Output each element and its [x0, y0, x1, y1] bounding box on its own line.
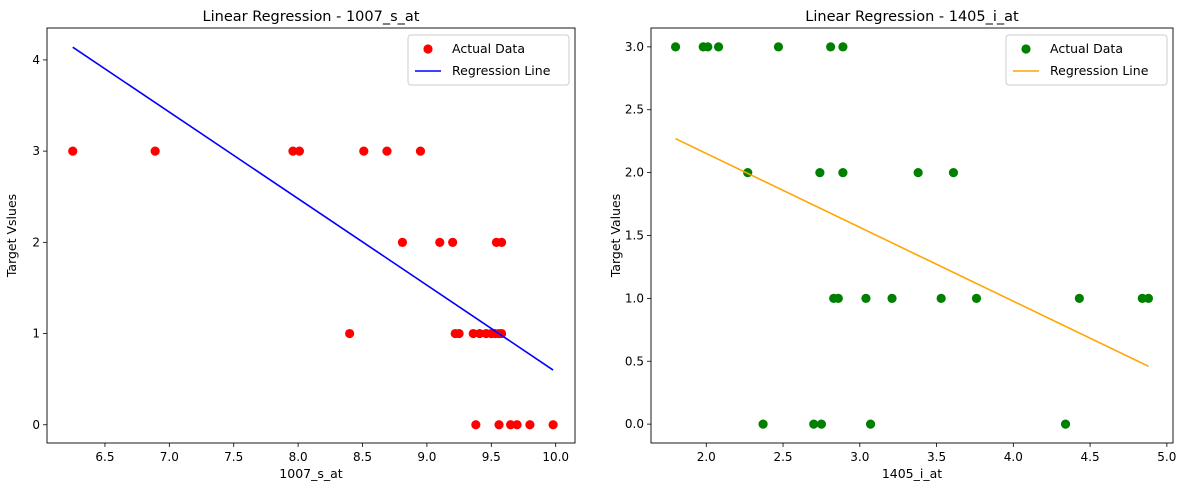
left-data-point	[415, 146, 426, 156]
left-data-point	[68, 146, 78, 156]
left-data-point	[496, 328, 507, 339]
right-data-point	[773, 42, 784, 52]
right-data-point	[816, 419, 827, 429]
left-data-point	[471, 420, 481, 430]
left-x-tick-label: 8.5	[353, 450, 372, 464]
right-x-tick-label: 3.0	[850, 450, 869, 464]
right-y-tick-label: 2.0	[625, 166, 644, 180]
left-data-point	[397, 237, 408, 247]
left-data-point	[496, 237, 507, 247]
right-x-tick-label: 2.5	[773, 450, 792, 464]
right-data-point	[838, 42, 848, 52]
right-y-tick-label: 1.0	[625, 291, 644, 305]
right-data-point	[703, 42, 713, 52]
left-data-point	[454, 328, 464, 339]
left-x-tick-label: 8.0	[289, 450, 308, 464]
right-data-point	[861, 293, 871, 303]
left-x-tick-label: 9.0	[417, 450, 436, 464]
left-x-tick-label: 9.5	[482, 450, 501, 464]
right-x-tick-label: 5.0	[1157, 450, 1176, 464]
right-chart-title: Linear Regression - 1405_i_at	[805, 9, 1019, 25]
left-data-point	[468, 328, 478, 339]
left-x-tick-label: 7.0	[160, 450, 179, 464]
left-chart: Linear Regression - 1007_s_at 6.5 7.0 7.5 8.…	[4, 9, 576, 481]
left-data-point	[548, 420, 558, 430]
right-data-point	[1143, 293, 1154, 303]
right-data-point	[758, 419, 768, 429]
right-data-point	[1060, 419, 1071, 429]
left-x-axis-label: 1007_s_at	[279, 466, 342, 481]
left-plot-frame	[46, 27, 576, 444]
left-data-point	[475, 328, 485, 339]
right-data-point	[815, 168, 825, 178]
left-data-point	[294, 146, 305, 156]
left-data-point	[345, 328, 355, 339]
left-x-tick-label: 7.5	[224, 450, 243, 464]
right-y-axis-label: Target Values	[608, 194, 623, 278]
left-legend-box	[407, 34, 570, 86]
left-legend-label: Actual Data	[452, 41, 525, 56]
right-y-tick-label: 2.5	[625, 103, 644, 117]
right-y-tick-label: 0.0	[625, 417, 644, 431]
left-legend-point-marker	[423, 44, 433, 54]
right-data-point	[838, 168, 848, 178]
right-data-point	[833, 293, 843, 303]
right-data-point	[865, 419, 876, 429]
right-y-tick-label: 1.5	[625, 229, 644, 243]
left-data-point	[494, 420, 504, 430]
right-data-point	[913, 168, 923, 178]
left-data-point	[448, 237, 458, 247]
left-data-point	[435, 237, 445, 247]
right-data-point	[887, 293, 897, 303]
right-x-tick-label: 4.0	[1004, 450, 1023, 464]
right-data-point	[948, 168, 959, 178]
left-data-point	[150, 146, 160, 156]
right-y-tick-label: 3.0	[625, 40, 644, 54]
right-x-tick-label: 4.5	[1081, 450, 1100, 464]
right-chart: Linear Regression - 1405_i_at 2.0 2.5 3.0 3.…	[608, 9, 1176, 481]
right-data-point	[713, 42, 724, 52]
left-y-tick-label: 4	[32, 53, 40, 67]
left-data-point	[525, 420, 535, 430]
left-chart-title: Linear Regression - 1007_s_at	[203, 9, 420, 25]
left-legend-label: Regression Line	[452, 63, 551, 78]
right-data-point	[826, 42, 836, 52]
right-x-tick-label: 2.0	[697, 450, 716, 464]
left-y-tick-label: 1	[32, 327, 40, 341]
left-x-tick-label: 10.0	[542, 450, 569, 464]
right-legend-label: Regression Line	[1050, 63, 1149, 78]
left-data-point	[382, 146, 392, 156]
right-legend: Actual Data Regression Line	[1005, 34, 1168, 86]
right-data-point	[1074, 293, 1084, 303]
right-x-tick-label: 3.5	[927, 450, 946, 464]
right-legend-label: Actual Data	[1050, 41, 1123, 56]
left-data-point	[359, 146, 369, 156]
left-data-point	[512, 420, 522, 430]
left-y-tick-label: 0	[32, 418, 40, 432]
right-legend-box	[1005, 34, 1168, 86]
right-y-tick-label: 0.5	[625, 354, 644, 368]
right-data-point	[936, 293, 946, 303]
right-data-point	[809, 419, 819, 429]
right-x-axis-label: 1405_i_at	[882, 466, 942, 481]
right-regression-line	[675, 137, 1149, 368]
left-legend: Actual Data Regression Line	[407, 34, 570, 86]
right-legend-point-marker	[1021, 44, 1031, 54]
right-data-point	[670, 42, 681, 52]
left-regression-line	[72, 46, 554, 371]
left-y-axis-label: Target Vslues	[4, 194, 19, 278]
left-x-tick-label: 6.5	[95, 450, 114, 464]
left-data-point	[506, 420, 516, 430]
left-data-point	[288, 146, 298, 156]
right-plot-frame	[650, 27, 1174, 444]
left-y-tick-label: 2	[32, 235, 40, 249]
right-data-point	[971, 293, 982, 303]
left-y-tick-label: 3	[32, 144, 40, 158]
